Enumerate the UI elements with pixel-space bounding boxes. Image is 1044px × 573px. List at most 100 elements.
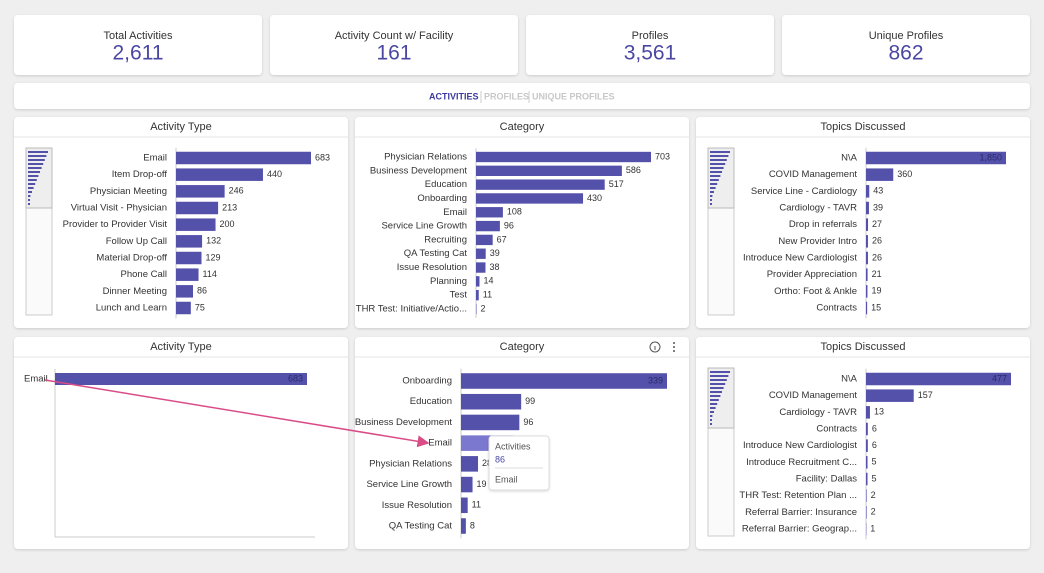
bar[interactable] (866, 285, 867, 298)
value-label: 2 (871, 507, 876, 517)
bar[interactable] (476, 262, 485, 272)
bar[interactable] (476, 179, 605, 189)
category-label: THR Test: Initiative/Actio... (356, 304, 467, 315)
value-label: 430 (587, 193, 602, 203)
bar[interactable] (866, 302, 867, 315)
value-label: 360 (897, 169, 912, 179)
category-label: Referral Barrier: Geograp... (742, 524, 857, 535)
bar[interactable] (866, 473, 868, 486)
bar[interactable] (866, 202, 869, 215)
value-label: 246 (229, 186, 244, 196)
bar[interactable] (476, 276, 479, 286)
bar[interactable] (176, 285, 193, 298)
tooltip-value: 86 (495, 454, 505, 464)
category-label: Onboarding (402, 376, 452, 387)
bar[interactable] (866, 439, 868, 452)
bar[interactable] (176, 235, 202, 248)
bar[interactable] (476, 193, 583, 203)
value-label: 96 (523, 417, 533, 427)
bar[interactable] (866, 506, 867, 519)
bar[interactable] (866, 423, 868, 436)
bar[interactable] (866, 373, 1011, 386)
bar[interactable] (866, 218, 868, 231)
bar[interactable] (461, 498, 468, 514)
bar[interactable] (866, 489, 867, 502)
bar[interactable] (176, 168, 263, 181)
bar[interactable] (176, 185, 225, 198)
bar[interactable] (476, 152, 651, 162)
bar[interactable] (866, 185, 869, 198)
bar[interactable] (461, 373, 667, 389)
category-label: Email (443, 207, 467, 218)
menu-dot (673, 346, 675, 348)
bar[interactable] (866, 168, 893, 181)
value-label: 75 (195, 302, 205, 312)
value-label: 1,850 (979, 152, 1002, 162)
tab[interactable]: ACTIVITIES (429, 91, 479, 101)
value-label: 6 (872, 440, 877, 450)
bar[interactable] (866, 456, 868, 469)
bar[interactable] (176, 218, 216, 231)
tab[interactable]: UNIQUE PROFILES (532, 91, 615, 101)
bar[interactable] (476, 235, 493, 245)
kpi-label: Unique Profiles (869, 30, 944, 42)
bar[interactable] (461, 518, 466, 534)
bar[interactable] (476, 166, 622, 176)
category-label: Cardiology - TAVR (779, 203, 857, 214)
bar[interactable] (176, 302, 191, 315)
bar[interactable] (866, 406, 870, 419)
bar[interactable] (476, 207, 503, 217)
value-label: 129 (205, 252, 220, 262)
kpi-label: Profiles (632, 30, 669, 42)
bar[interactable] (176, 268, 199, 281)
bar[interactable] (866, 235, 868, 248)
category-label: Introduce New Cardiologist (743, 440, 857, 451)
kpi-label: Activity Count w/ Facility (335, 30, 454, 42)
bar[interactable] (866, 389, 914, 402)
bar[interactable] (476, 221, 500, 231)
bar[interactable] (866, 252, 868, 265)
value-label: 5 (872, 473, 877, 483)
bar[interactable] (476, 249, 486, 259)
bar[interactable] (176, 202, 218, 215)
category-label: Physician Relations (384, 152, 467, 163)
value-label: 683 (288, 373, 303, 383)
menu-dot (673, 350, 675, 352)
category-label: QA Testing Cat (404, 248, 468, 259)
card (14, 337, 348, 549)
value-label: 440 (267, 169, 282, 179)
bar[interactable] (866, 268, 868, 281)
category-label: Introduce Recruitment C... (746, 457, 857, 468)
category-label: Issue Resolution (382, 500, 452, 511)
tab[interactable]: PROFILES (484, 91, 529, 101)
panel-title: Topics Discussed (821, 341, 906, 353)
panel-title: Category (500, 341, 545, 353)
category-label: Material Drop-off (96, 253, 167, 264)
category-label: Follow Up Call (106, 236, 167, 247)
bar[interactable] (55, 373, 307, 385)
bar[interactable] (176, 152, 311, 165)
bar[interactable] (461, 415, 519, 431)
category-label: QA Testing Cat (389, 521, 453, 532)
category-label: Recruiting (424, 234, 467, 245)
category-label: Lunch and Learn (96, 303, 167, 314)
bar[interactable] (461, 456, 478, 472)
panel-title: Activity Type (150, 341, 212, 353)
bar[interactable] (461, 477, 473, 493)
tooltip-title: Activities (495, 441, 531, 451)
category-label: Contracts (816, 303, 857, 314)
bar[interactable] (461, 394, 521, 410)
bar[interactable] (176, 252, 201, 265)
bar[interactable] (476, 290, 479, 300)
kpi-label: Total Activities (103, 30, 173, 42)
category-label: Phone Call (121, 269, 167, 280)
category-label: COVID Management (769, 390, 858, 401)
category-label: Business Development (355, 417, 453, 428)
